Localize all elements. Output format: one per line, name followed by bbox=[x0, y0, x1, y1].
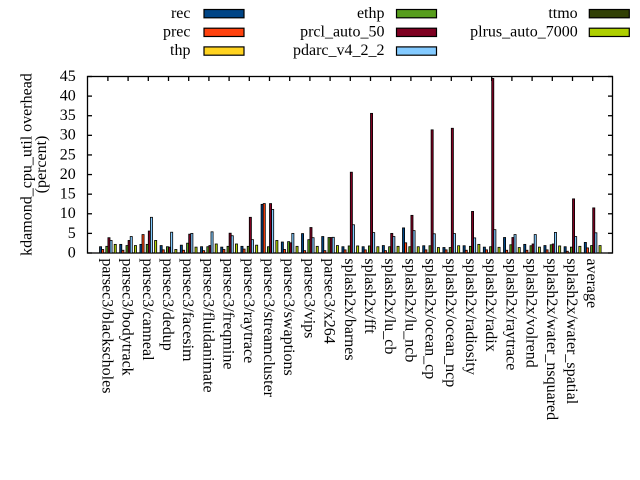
svg-text:parsec3/vips: parsec3/vips bbox=[300, 258, 317, 338]
svg-text:15: 15 bbox=[60, 186, 76, 203]
svg-text:parsec3/streamcluster: parsec3/streamcluster bbox=[260, 258, 277, 397]
svg-text:plrus_auto_7000: plrus_auto_7000 bbox=[470, 24, 578, 41]
svg-text:parsec3/bodytrack: parsec3/bodytrack bbox=[119, 258, 136, 375]
svg-text:pdarc_v4_2_2: pdarc_v4_2_2 bbox=[293, 42, 385, 59]
svg-text:parsec3/dedup: parsec3/dedup bbox=[159, 258, 176, 350]
svg-text:splash2x/lu_ncb: splash2x/lu_ncb bbox=[401, 258, 418, 362]
svg-text:rec: rec bbox=[171, 5, 191, 22]
svg-text:thp: thp bbox=[170, 42, 190, 59]
svg-text:splash2x/raytrace: splash2x/raytrace bbox=[502, 258, 519, 370]
svg-text:splash2x/fft: splash2x/fft bbox=[361, 258, 378, 334]
svg-text:30: 30 bbox=[60, 127, 76, 144]
svg-text:45: 45 bbox=[60, 68, 76, 85]
svg-text:40: 40 bbox=[60, 88, 76, 105]
svg-text:splash2x/water_nsquared: splash2x/water_nsquared bbox=[543, 258, 560, 420]
svg-text:average: average bbox=[583, 258, 600, 308]
svg-text:20: 20 bbox=[60, 166, 76, 183]
svg-text:parsec3/facesim: parsec3/facesim bbox=[179, 258, 196, 362]
svg-text:ttmo: ttmo bbox=[548, 5, 577, 22]
svg-text:parsec3/freqmine: parsec3/freqmine bbox=[220, 258, 237, 369]
svg-text:parsec3/fluidanimate: parsec3/fluidanimate bbox=[199, 258, 216, 392]
svg-text:35: 35 bbox=[60, 107, 76, 124]
svg-text:parsec3/raytrace: parsec3/raytrace bbox=[240, 258, 257, 363]
svg-text:parsec3/blackscholes: parsec3/blackscholes bbox=[98, 258, 115, 393]
svg-text:splash2x/ocean_ncp: splash2x/ocean_ncp bbox=[442, 258, 459, 387]
svg-text:splash2x/ocean_cp: splash2x/ocean_cp bbox=[422, 258, 439, 379]
svg-text:25: 25 bbox=[60, 146, 76, 163]
svg-text:parsec3/swaptions: parsec3/swaptions bbox=[280, 258, 297, 375]
svg-text:parsec3/x264: parsec3/x264 bbox=[321, 258, 338, 343]
svg-text:splash2x/radix: splash2x/radix bbox=[482, 258, 499, 351]
svg-text:splash2x/volrend: splash2x/volrend bbox=[523, 258, 540, 367]
svg-text:ethp: ethp bbox=[357, 5, 385, 22]
svg-text:10: 10 bbox=[60, 205, 76, 222]
svg-text:prcl_auto_50: prcl_auto_50 bbox=[300, 24, 384, 41]
svg-text:kdamond_cpu_util overhead: kdamond_cpu_util overhead bbox=[19, 73, 36, 256]
svg-text:splash2x/lu_cb: splash2x/lu_cb bbox=[381, 258, 398, 354]
svg-text:0: 0 bbox=[68, 244, 76, 261]
svg-text:splash2x/barnes: splash2x/barnes bbox=[341, 258, 358, 360]
svg-text:prec: prec bbox=[163, 24, 191, 41]
svg-text:5: 5 bbox=[68, 225, 76, 242]
svg-text:splash2x/radiosity: splash2x/radiosity bbox=[462, 258, 479, 374]
svg-text:splash2x/water_spatial: splash2x/water_spatial bbox=[563, 258, 580, 404]
svg-text:(percent): (percent) bbox=[33, 136, 50, 194]
svg-text:parsec3/canneal: parsec3/canneal bbox=[139, 258, 156, 361]
